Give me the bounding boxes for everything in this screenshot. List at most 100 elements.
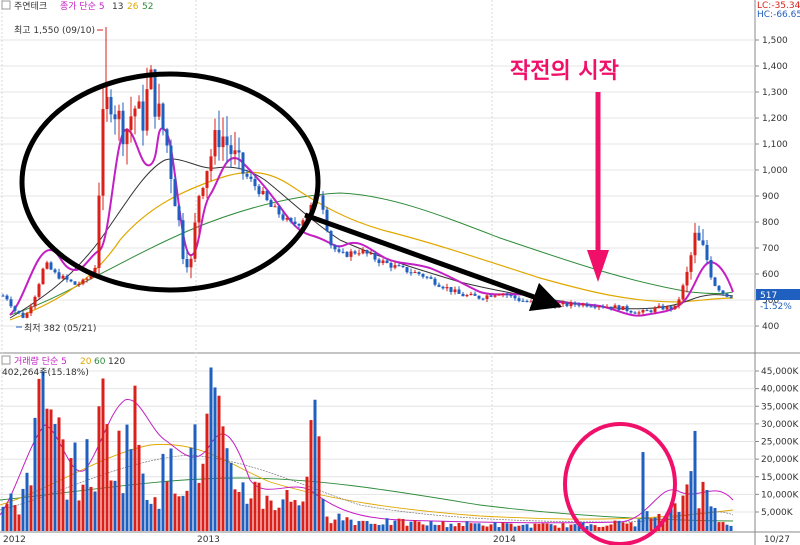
volume-bar bbox=[285, 489, 289, 531]
volume-label: 거래량 단순 5 bbox=[14, 355, 67, 367]
candle-body bbox=[669, 306, 673, 310]
volume-bar bbox=[589, 524, 593, 531]
volume-bar bbox=[441, 521, 445, 531]
candle-body bbox=[297, 223, 301, 226]
volume-tick-label: 15,000K bbox=[761, 473, 799, 483]
candle-body bbox=[549, 304, 553, 306]
candle-body bbox=[629, 310, 633, 313]
candle-body bbox=[125, 129, 129, 145]
candle-body bbox=[633, 312, 637, 314]
volume-bar bbox=[273, 510, 277, 531]
candle-body bbox=[625, 306, 629, 311]
volume-bar bbox=[357, 521, 361, 531]
legend-box[interactable] bbox=[1, 0, 11, 10]
volume-bar bbox=[389, 524, 393, 531]
candle-body bbox=[237, 150, 241, 153]
candle-body bbox=[585, 303, 589, 307]
candle-body bbox=[97, 195, 101, 268]
candle-body bbox=[541, 303, 545, 307]
candle-body bbox=[105, 97, 109, 110]
candle-body bbox=[93, 267, 97, 273]
volume-bar bbox=[189, 447, 193, 531]
volume-bar bbox=[681, 495, 685, 531]
volume-bar bbox=[253, 481, 257, 531]
candle-body bbox=[425, 276, 429, 278]
candle-body bbox=[489, 295, 493, 297]
volume-bar bbox=[645, 511, 649, 531]
volume-bar bbox=[421, 524, 425, 531]
candle-body bbox=[673, 305, 677, 310]
volume-axis: 45,000K 40,000K 35,000K 30,000K 25,000K 20,00… bbox=[755, 367, 799, 518]
candle-body bbox=[49, 262, 53, 270]
candle-body bbox=[397, 265, 401, 267]
candle-body bbox=[513, 295, 517, 299]
volume-bar bbox=[153, 497, 157, 531]
volume-bar bbox=[713, 507, 717, 531]
volume-bar bbox=[601, 526, 605, 531]
price-tick-label: 1,200 bbox=[762, 114, 788, 124]
volume-bar bbox=[305, 476, 309, 531]
current-price-tag: 517 bbox=[760, 291, 777, 301]
candle-body bbox=[581, 303, 585, 306]
candle-body bbox=[157, 103, 161, 117]
candle-body bbox=[1, 295, 5, 297]
volume-bar bbox=[333, 519, 337, 531]
volume-bar bbox=[485, 526, 489, 531]
volume-tick-label: 5,000K bbox=[761, 508, 794, 518]
volume-bar bbox=[673, 503, 677, 531]
candle-body bbox=[533, 301, 537, 303]
volume-bar bbox=[653, 517, 657, 531]
volume-bar bbox=[113, 480, 117, 531]
candle-body bbox=[213, 130, 217, 157]
volume-bar bbox=[213, 387, 217, 531]
candle-body bbox=[661, 305, 665, 310]
candle-body bbox=[53, 269, 57, 273]
candle-body bbox=[453, 289, 457, 292]
price-tick-label: 1,300 bbox=[762, 88, 788, 98]
candle-body bbox=[165, 129, 169, 146]
candle-body bbox=[457, 289, 461, 294]
candle-body bbox=[509, 295, 513, 297]
volume-legend: 거래량 단순 5 20 60 120 402,264주(15.18%) bbox=[1, 355, 125, 378]
candle-body bbox=[645, 310, 649, 312]
volume-bar bbox=[181, 495, 185, 531]
volume-legend-box[interactable] bbox=[1, 355, 11, 365]
volume-bar bbox=[689, 471, 693, 531]
candle-body bbox=[273, 206, 277, 208]
candle-body bbox=[233, 150, 237, 155]
highlight-ellipse bbox=[19, 71, 321, 293]
volume-bar bbox=[277, 507, 281, 531]
candle-body bbox=[429, 277, 433, 279]
volume-bar bbox=[629, 522, 633, 531]
volume-bar bbox=[409, 521, 413, 531]
volume-bar bbox=[109, 480, 113, 531]
candle-body bbox=[361, 250, 365, 254]
candle-body bbox=[497, 294, 501, 296]
low-label: 최저 382 (05/21) bbox=[24, 323, 96, 334]
candle-body bbox=[145, 89, 149, 131]
volume-bar bbox=[633, 526, 637, 531]
volume-bar bbox=[169, 448, 173, 531]
candle-body bbox=[485, 295, 489, 299]
ma26-line bbox=[9, 171, 734, 321]
candle-body bbox=[605, 306, 609, 308]
candle-body bbox=[241, 152, 245, 174]
volume-bar bbox=[393, 520, 397, 531]
candle-body bbox=[717, 285, 721, 291]
price-tick-label: 800 bbox=[762, 218, 779, 228]
volume-bar bbox=[585, 526, 589, 531]
volume-bar bbox=[77, 500, 81, 531]
candle-body bbox=[617, 305, 621, 311]
volume-tick-label: 10,000K bbox=[761, 490, 799, 500]
volume-bar bbox=[13, 505, 17, 531]
candle-body bbox=[265, 190, 269, 201]
volume-bar bbox=[149, 503, 153, 531]
candle-body bbox=[601, 306, 605, 308]
volume-bar bbox=[377, 524, 381, 531]
candle-body bbox=[537, 302, 541, 304]
volume-bar bbox=[317, 436, 321, 531]
volume-bar bbox=[665, 512, 669, 531]
candle-body bbox=[433, 278, 437, 285]
trend-arrow bbox=[304, 212, 563, 312]
candle-body bbox=[13, 306, 17, 311]
